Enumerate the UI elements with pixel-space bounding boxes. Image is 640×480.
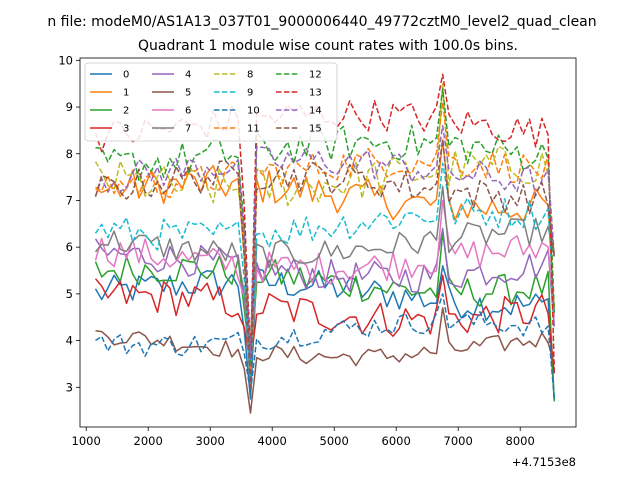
y-tick-label: 4 <box>66 334 73 348</box>
y-tick-label: 8 <box>66 147 73 161</box>
series-10-line <box>95 293 556 400</box>
legend-label-3: 3 <box>123 124 129 135</box>
x-tick-label: 1000 <box>72 434 101 448</box>
legend-label-8: 8 <box>247 70 253 81</box>
series-14-line <box>94 124 556 361</box>
legend-label-5: 5 <box>185 88 191 99</box>
y-axis: 3 4 5 6 7 8 9 10 <box>58 53 80 394</box>
y-tick-label: 9 <box>66 100 73 114</box>
x-tick-label: 3000 <box>196 434 225 448</box>
series-9-line <box>94 162 556 384</box>
x-axis: 1000 2000 3000 4000 5000 6000 7000 8000 <box>72 427 535 448</box>
series-15-line <box>94 138 556 389</box>
x-tick-label: 2000 <box>134 434 163 448</box>
chart-title: Quadrant 1 module wise count rates with … <box>138 38 518 54</box>
legend-label-6: 6 <box>185 106 191 117</box>
series-2-line <box>94 232 556 402</box>
legend-box <box>84 62 338 142</box>
series-6-line <box>94 199 556 375</box>
y-tick-label: 3 <box>66 380 73 394</box>
legend-label-1: 1 <box>123 88 129 99</box>
legend-label-11: 11 <box>247 124 260 135</box>
y-tick-label: 5 <box>66 287 73 301</box>
legend-label-7: 7 <box>185 124 191 135</box>
series-4-line <box>94 227 556 361</box>
axes-frame <box>79 57 577 428</box>
y-tick-label: 10 <box>58 53 73 67</box>
x-tick-label: 7000 <box>444 434 473 448</box>
legend-label-10: 10 <box>247 106 260 117</box>
y-tick-label: 7 <box>66 193 73 207</box>
legend-label-0: 0 <box>123 70 129 81</box>
series-5-line <box>95 307 556 414</box>
legend-label-9: 9 <box>247 88 253 99</box>
x-tick-label: 4000 <box>258 434 287 448</box>
series-7-line <box>94 185 556 389</box>
x-offset-label: +4.7153e8 <box>512 455 576 469</box>
y-tick-label: 6 <box>66 240 73 254</box>
legend-label-14: 14 <box>309 106 322 117</box>
x-tick-label: 6000 <box>382 434 411 448</box>
series-8-line <box>94 82 556 347</box>
legend-label-13: 13 <box>309 88 322 99</box>
x-tick-label: 5000 <box>320 434 349 448</box>
figure-suptitle: n file: modeM0/AS1A13_037T01_9000006440_… <box>47 14 596 30</box>
x-tick-label: 8000 <box>506 434 535 448</box>
legend-label-12: 12 <box>309 70 322 81</box>
legend-label-15: 15 <box>309 124 322 135</box>
legend-label-4: 4 <box>185 70 191 81</box>
legend-label-2: 2 <box>123 106 129 117</box>
